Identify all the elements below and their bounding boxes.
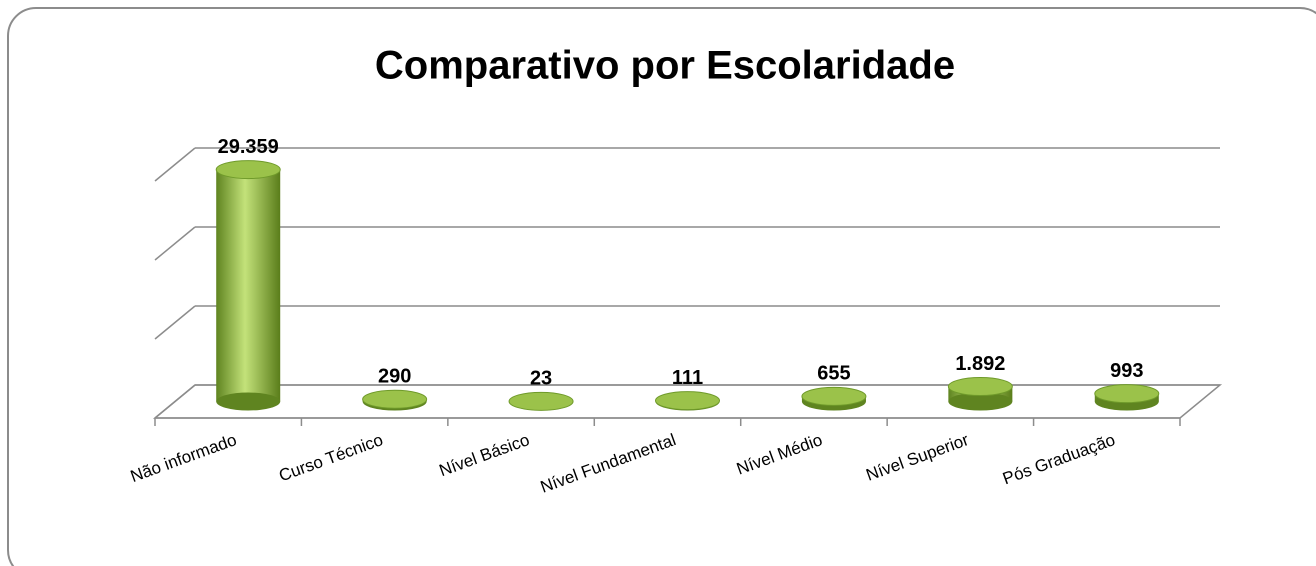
bar-base	[216, 392, 281, 411]
value-label: 290	[378, 365, 411, 387]
chart-frame	[7, 7, 1316, 566]
chart-title: Comparativo por Escolaridade	[375, 44, 955, 88]
wall-line	[154, 305, 196, 340]
bar-top	[1094, 384, 1160, 404]
bar-base	[948, 392, 1013, 411]
bar-top	[362, 389, 428, 409]
wall-line	[154, 384, 196, 419]
value-label: 23	[530, 368, 552, 390]
bar-top	[655, 391, 720, 411]
wall-line	[154, 226, 196, 261]
bar-top	[508, 391, 574, 411]
wall-line	[154, 147, 196, 182]
bar-top	[215, 160, 281, 180]
bar-top	[801, 386, 867, 406]
value-label: 1.892	[955, 353, 1005, 375]
value-label: 993	[1110, 360, 1143, 382]
value-label: 655	[817, 363, 850, 385]
value-label: 29.359	[218, 136, 279, 158]
bar	[216, 169, 281, 402]
bar-top	[947, 377, 1013, 397]
value-label: 111	[672, 367, 703, 389]
